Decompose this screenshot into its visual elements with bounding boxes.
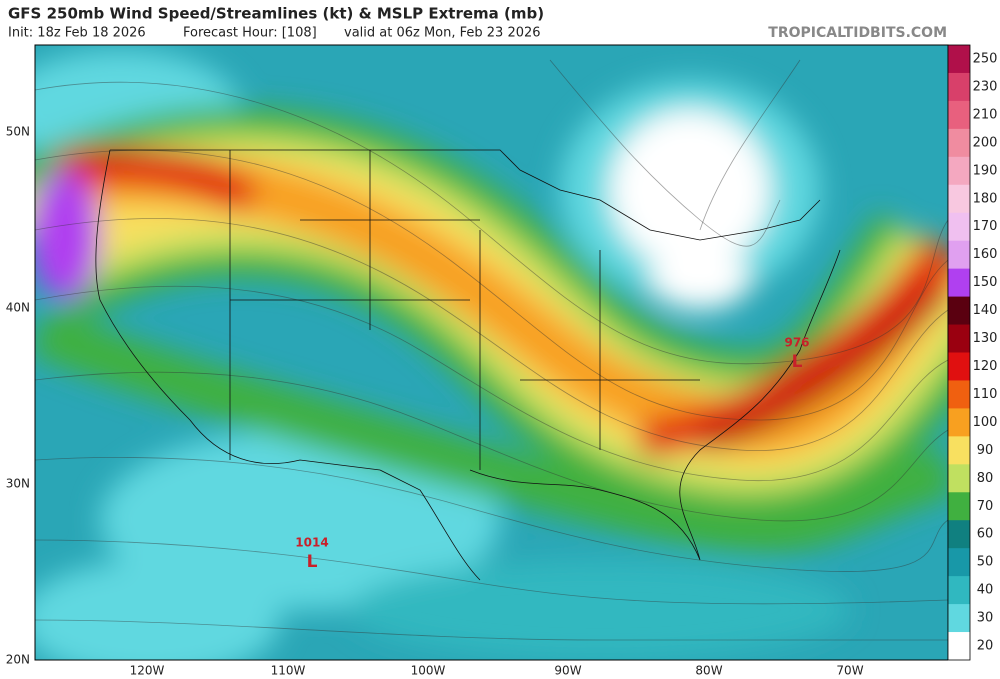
boundaries xyxy=(95,149,841,581)
longitude-label: 120W xyxy=(130,664,165,678)
colorbar-label: 160 xyxy=(973,247,998,262)
colorbar-label: 190 xyxy=(973,163,998,178)
latitude-label: 20N xyxy=(6,653,30,667)
colorbar-label: 20 xyxy=(977,639,994,654)
colorbar-label: 70 xyxy=(977,499,994,514)
colorbar-swatch xyxy=(948,324,970,353)
colorbar-label: 100 xyxy=(973,415,998,430)
colorbar-label: 110 xyxy=(973,387,998,402)
colorbar-label: 90 xyxy=(977,443,994,458)
forecast-hour: Forecast Hour: [108] xyxy=(183,26,317,41)
streamlines xyxy=(35,59,948,641)
colorbar-swatch xyxy=(948,520,970,549)
longitude-label: 90W xyxy=(554,664,581,678)
colorbar-swatch xyxy=(948,184,970,214)
colorbar: 250 230 210 200 190 180 170 160 150 140 130 120 110 1… xyxy=(947,44,998,661)
colorbar-frame xyxy=(947,44,971,661)
longitude-label: 100W xyxy=(411,664,446,678)
colorbar-swatch xyxy=(948,240,970,270)
title: GFS 250mb Wind Speed/Streamlines (kt) & … xyxy=(8,5,544,23)
colorbar-swatch xyxy=(948,352,970,381)
colorbar-label: 230 xyxy=(973,79,998,94)
wind-field: 976 L 1014 L xyxy=(35,45,948,660)
colorbar-swatch xyxy=(948,604,970,633)
colorbar-swatch xyxy=(948,45,970,74)
colorbar-swatch xyxy=(948,268,970,298)
init-time: Init: 18z Feb 18 2026 xyxy=(8,26,146,41)
colorbar-label: 50 xyxy=(977,555,994,570)
colorbar-swatch xyxy=(948,436,970,465)
colorbar-swatch xyxy=(948,408,970,437)
colorbar-swatch xyxy=(948,100,970,130)
colorbar-swatch xyxy=(948,380,970,409)
colorbar-label: 80 xyxy=(977,471,994,486)
site-credit: TROPICALTIDBITS.COM xyxy=(768,25,947,41)
colorbar-swatch xyxy=(948,492,970,521)
colorbar-swatch xyxy=(948,632,970,661)
colorbar-swatch xyxy=(948,212,970,242)
low-pressure-symbol: L xyxy=(792,352,803,372)
colorbar-label: 40 xyxy=(977,583,994,598)
colorbar-swatch xyxy=(948,128,970,158)
colorbar-label: 120 xyxy=(973,359,998,374)
colorbar-swatch xyxy=(948,464,970,493)
low-pressure-symbol: L xyxy=(307,552,318,572)
latitude-label: 50N xyxy=(6,125,30,139)
colorbar-swatch xyxy=(948,156,970,186)
longitude-label: 80W xyxy=(695,664,722,678)
colorbar-label: 210 xyxy=(973,107,998,122)
colorbar-label: 180 xyxy=(973,191,998,206)
colorbar-swatch xyxy=(948,296,970,326)
colorbar-label: 30 xyxy=(977,611,994,626)
colorbar-label: 60 xyxy=(977,527,994,542)
low-pressure-value: 976 xyxy=(784,336,809,350)
colorbar-label: 170 xyxy=(973,219,998,234)
latitude-label: 40N xyxy=(6,301,30,315)
colorbar-swatch xyxy=(948,548,970,577)
colorbar-label: 150 xyxy=(973,275,998,290)
colorbar-label: 130 xyxy=(973,331,998,346)
colorbar-label: 140 xyxy=(973,303,998,318)
colorbar-label: 200 xyxy=(973,135,998,150)
colorbar-label: 250 xyxy=(973,51,998,66)
colorbar-swatch xyxy=(948,576,970,605)
longitude-label: 70W xyxy=(836,664,863,678)
low-pressure-value: 1014 xyxy=(295,536,328,550)
longitude-label: 110W xyxy=(271,664,306,678)
valid-time: valid at 06z Mon, Feb 23 2026 xyxy=(344,26,541,41)
colorbar-swatch xyxy=(948,72,970,102)
latitude-label: 30N xyxy=(6,477,30,491)
